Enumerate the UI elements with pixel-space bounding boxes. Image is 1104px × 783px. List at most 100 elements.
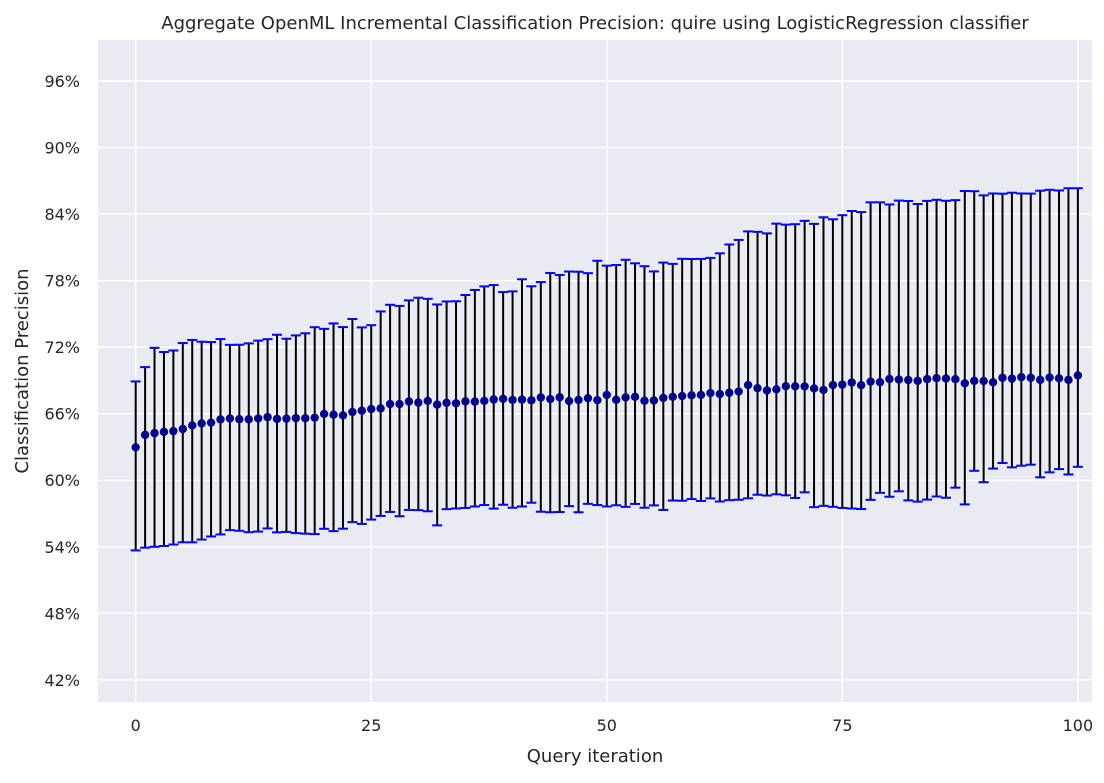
data-point — [1073, 371, 1083, 380]
x-tick-label: 75 — [832, 716, 852, 735]
x-tick-label: 50 — [597, 716, 617, 735]
data-point — [800, 382, 809, 391]
data-point — [301, 414, 310, 423]
data-point — [197, 419, 206, 428]
data-point — [847, 378, 856, 387]
data-point — [809, 384, 819, 393]
data-point — [498, 394, 508, 404]
data-point — [235, 415, 244, 424]
data-point — [404, 397, 414, 406]
data-point — [546, 394, 555, 404]
data-point — [272, 414, 282, 424]
data-point — [762, 386, 772, 395]
data-point — [442, 398, 451, 408]
data-point — [781, 381, 790, 391]
data-point — [216, 415, 225, 424]
data-point — [687, 391, 696, 400]
data-point — [432, 400, 442, 409]
y-tick-label: 96% — [44, 72, 80, 91]
data-point — [630, 392, 640, 402]
data-point — [536, 393, 546, 402]
data-point — [555, 393, 564, 402]
data-point — [677, 391, 687, 401]
data-point — [329, 410, 338, 419]
x-tick-labels: 0 25 50 75 100 — [131, 716, 1094, 735]
data-point — [470, 397, 480, 406]
data-point — [282, 414, 291, 423]
y-tick-label: 72% — [44, 338, 80, 357]
y-tick-label: 78% — [44, 272, 80, 291]
y-tick-label: 48% — [44, 604, 80, 623]
data-point — [206, 418, 216, 427]
data-point — [640, 396, 649, 405]
data-point — [367, 404, 376, 414]
data-point — [140, 430, 150, 440]
data-point — [743, 380, 753, 390]
data-point — [480, 396, 489, 406]
y-tick-labels: 42% 48% 54% 60% 66% 72% 78% 84% 90% 96% — [44, 72, 80, 690]
data-point — [951, 375, 960, 384]
data-point — [169, 426, 178, 436]
data-point — [225, 414, 235, 423]
data-point — [932, 374, 941, 383]
data-point — [517, 395, 527, 404]
data-points — [131, 371, 1083, 452]
data-point — [338, 411, 348, 420]
data-point — [602, 390, 611, 400]
data-point — [348, 407, 357, 417]
data-point — [1064, 375, 1073, 385]
data-point — [291, 413, 301, 423]
data-point — [414, 398, 423, 407]
data-point — [593, 395, 602, 405]
data-point — [357, 406, 367, 415]
data-point — [188, 421, 197, 430]
x-tick-label: 25 — [361, 716, 381, 735]
data-point — [791, 382, 800, 391]
data-point — [649, 396, 659, 405]
data-point — [856, 380, 866, 390]
data-point — [753, 383, 762, 393]
data-point — [875, 377, 885, 387]
data-point — [263, 412, 272, 422]
data-point — [583, 393, 593, 403]
data-point — [319, 409, 329, 419]
data-point — [734, 387, 743, 396]
data-point — [885, 374, 894, 384]
data-point — [395, 399, 404, 409]
data-point — [828, 380, 838, 390]
data-point — [960, 379, 970, 388]
data-point — [489, 395, 498, 404]
data-point — [423, 396, 432, 406]
data-point — [527, 396, 536, 405]
y-tick-label: 90% — [44, 139, 80, 158]
data-point — [715, 389, 725, 399]
data-point — [970, 376, 979, 386]
data-point — [838, 380, 847, 389]
data-point — [998, 373, 1007, 382]
data-point — [574, 395, 583, 405]
y-tick-label: 66% — [44, 405, 80, 424]
y-tick-label: 42% — [44, 671, 80, 690]
data-point — [178, 424, 187, 434]
data-point — [922, 374, 932, 384]
data-point — [866, 377, 875, 386]
x-tick-label: 0 — [131, 716, 141, 735]
data-point — [1054, 374, 1064, 383]
data-point — [131, 443, 140, 452]
y-tick-label: 54% — [44, 538, 80, 557]
data-point — [564, 396, 574, 406]
data-point — [310, 413, 319, 422]
data-point — [1035, 375, 1045, 385]
y-tick-label: 60% — [44, 471, 80, 490]
data-point — [1017, 372, 1026, 382]
data-point — [244, 415, 253, 424]
plot-background — [98, 40, 1092, 702]
data-point — [772, 385, 781, 394]
error-bars — [130, 187, 1083, 552]
data-point — [706, 388, 715, 398]
data-point — [621, 393, 630, 402]
data-point — [1026, 373, 1035, 382]
data-point — [659, 393, 668, 403]
data-point — [668, 392, 677, 402]
